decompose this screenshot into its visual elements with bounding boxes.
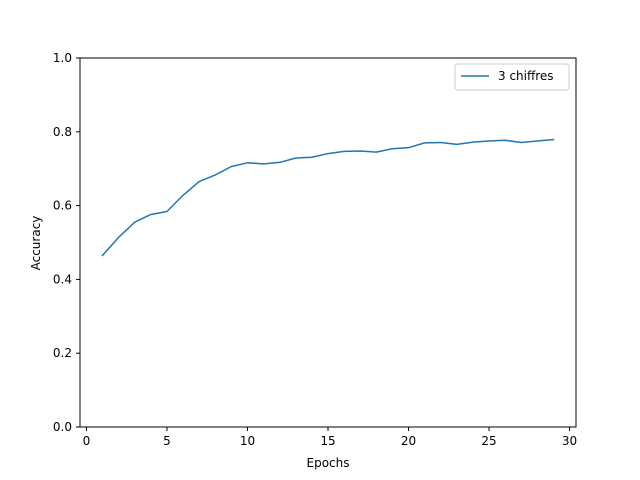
x-tick-label: 5 (163, 434, 171, 448)
y-tick-label: 1.0 (53, 51, 72, 65)
y-tick-label: 0.4 (53, 272, 72, 286)
x-tick-label: 10 (240, 434, 255, 448)
x-axis-label: Epochs (307, 456, 350, 470)
y-tick-label: 0.0 (53, 420, 72, 434)
y-tick-label: 0.8 (53, 125, 72, 139)
x-tick-label: 0 (83, 434, 91, 448)
legend-box (454, 63, 570, 91)
legend: 3 chiffres (454, 63, 570, 91)
y-tick-label: 0.2 (53, 346, 72, 360)
y-axis-label: Accuracy (29, 216, 43, 271)
legend-label-3-chiffres: 3 chiffres (498, 69, 554, 83)
y-tick-label: 0.6 (53, 199, 72, 213)
tick-layer: 0 5 10 15 20 25 30 0.0 0.2 0.4 0.6 0.8 1.0 (53, 51, 577, 448)
plot-frame (79, 57, 577, 428)
x-tick-label: 15 (320, 434, 335, 448)
x-tick-label: 30 (562, 434, 577, 448)
series-line-0 (101, 138, 555, 257)
x-tick-label: 25 (481, 434, 496, 448)
x-tick-label: 20 (401, 434, 416, 448)
plot-layer (101, 138, 555, 257)
